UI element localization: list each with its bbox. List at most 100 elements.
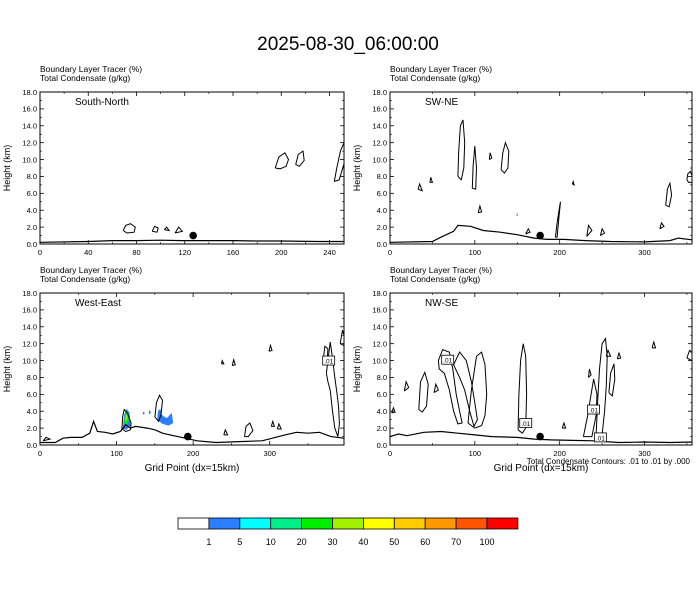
plot-frame (39, 91, 345, 245)
contour-label: .01 (596, 435, 605, 442)
condensate-contour (151, 225, 159, 233)
y-tick-label: 2.0 (27, 424, 37, 433)
colorbar-bin (486, 517, 519, 530)
x-tick-label: 160 (227, 248, 240, 257)
x-tick-label: 200 (553, 449, 566, 458)
y-axis-label: Height (km) (352, 346, 362, 393)
panel-header-condensate: Total Condensate (g/kg) (40, 73, 130, 83)
y-tick-label: 8.0 (27, 172, 37, 181)
condensate-contour (295, 150, 305, 167)
condensate-contour (595, 337, 608, 436)
condensate-contour (659, 221, 665, 230)
condensate-contour (268, 343, 273, 352)
y-tick-label: 8.0 (377, 373, 387, 382)
y-tick-label: 10.0 (372, 356, 387, 365)
panel-header-tracer: Boundary Layer Tracer (%) (40, 64, 142, 74)
condensate-contour (571, 179, 575, 186)
plot-frame (389, 91, 693, 245)
condensate-contour (437, 348, 463, 425)
colorbar-label: 100 (479, 537, 494, 547)
y-tick-label: 18.0 (22, 289, 37, 298)
contour-label: .01 (589, 408, 598, 415)
tracer-fill (516, 212, 519, 217)
condensate-contour (276, 422, 282, 430)
colorbar-label: 20 (297, 537, 307, 547)
y-tick-label: 12.0 (22, 138, 37, 147)
condensate-contour (686, 170, 692, 183)
condensate-contour (616, 351, 622, 360)
y-tick-label: 16.0 (22, 306, 37, 315)
y-tick-label: 12.0 (22, 339, 37, 348)
x-tick-label: 300 (638, 248, 651, 257)
contour-label: .01 (324, 359, 333, 366)
x-tick-label: 100 (469, 248, 482, 257)
cross-section-label: SW-NE (425, 97, 458, 108)
plot-frame (39, 292, 345, 446)
y-tick-label: 16.0 (372, 306, 387, 315)
y-tick-label: 12.0 (372, 138, 387, 147)
colorbar-label: 60 (420, 537, 430, 547)
x-tick-label: 200 (275, 248, 288, 257)
contour-label: .01 (521, 421, 530, 428)
condensate-contour (586, 224, 593, 237)
colorbar-bin (177, 517, 210, 530)
x-tick-label: 120 (179, 248, 192, 257)
condensate-contour (339, 330, 344, 346)
y-tick-label: 4.0 (377, 407, 387, 416)
terrain-line (390, 430, 692, 444)
contour-label-box (322, 355, 336, 366)
contour-label: .01 (443, 358, 452, 365)
condensate-contour (403, 380, 410, 392)
cross-section-label: West-East (75, 298, 121, 309)
y-axis-label: Height (km) (352, 145, 362, 192)
x-tick-label: 80 (132, 248, 140, 257)
condensate-contour (42, 436, 52, 442)
condensate-contour (517, 343, 528, 434)
y-tick-label: 6.0 (27, 189, 37, 198)
condensate-contour (122, 223, 136, 234)
plot-area: .01 (40, 330, 344, 444)
cross-section-label: South-North (75, 97, 129, 108)
x-tick-label: 0 (38, 248, 42, 257)
condensate-contour (608, 363, 616, 398)
condensate-contour (231, 357, 236, 367)
cross-section-label: NW-SE (425, 298, 458, 309)
plot-area (390, 119, 692, 243)
contour-footnote: Total Condensate Contours: .01 to .01 by… (527, 457, 691, 466)
y-tick-label: 4.0 (27, 407, 37, 416)
condensate-contour (244, 422, 254, 438)
condensate-contour (417, 182, 424, 192)
colorbar-label: 40 (358, 537, 368, 547)
condensate-contour (270, 419, 275, 427)
y-tick-label: 18.0 (22, 88, 37, 97)
colorbar-label: 1 (206, 537, 211, 547)
x-tick-label: 0 (38, 449, 42, 458)
plot-area: .01 .01 .01 .01 (390, 337, 692, 444)
condensate-contour (488, 152, 493, 161)
colorbar-bin (424, 517, 457, 530)
condensate-contour (477, 204, 483, 214)
colorbar-label: 10 (266, 537, 276, 547)
condensate-contour (471, 145, 478, 190)
y-tick-label: 2.0 (27, 223, 37, 232)
condensate-contour (651, 340, 657, 349)
condensate-contour (665, 181, 673, 208)
location-marker (183, 432, 192, 441)
panel-header-condensate: Total Condensate (g/kg) (390, 73, 480, 83)
y-tick-label: 8.0 (27, 373, 37, 382)
x-tick-label: 100 (110, 449, 123, 458)
y-tick-label: 6.0 (377, 189, 387, 198)
condensate-contour (457, 119, 466, 181)
condensate-contour (686, 349, 692, 362)
tracer-fill (157, 408, 174, 426)
y-tick-label: 0.0 (377, 240, 387, 249)
y-tick-label: 0.0 (27, 441, 37, 450)
condensate-contour (163, 226, 171, 232)
colorbar-bin (301, 517, 333, 530)
y-tick-label: 12.0 (372, 339, 387, 348)
colorbar-bin (393, 517, 426, 530)
y-tick-label: 10.0 (22, 356, 37, 365)
colorbar-bin (239, 517, 272, 530)
y-tick-label: 4.0 (27, 206, 37, 215)
y-tick-label: 6.0 (27, 390, 37, 399)
